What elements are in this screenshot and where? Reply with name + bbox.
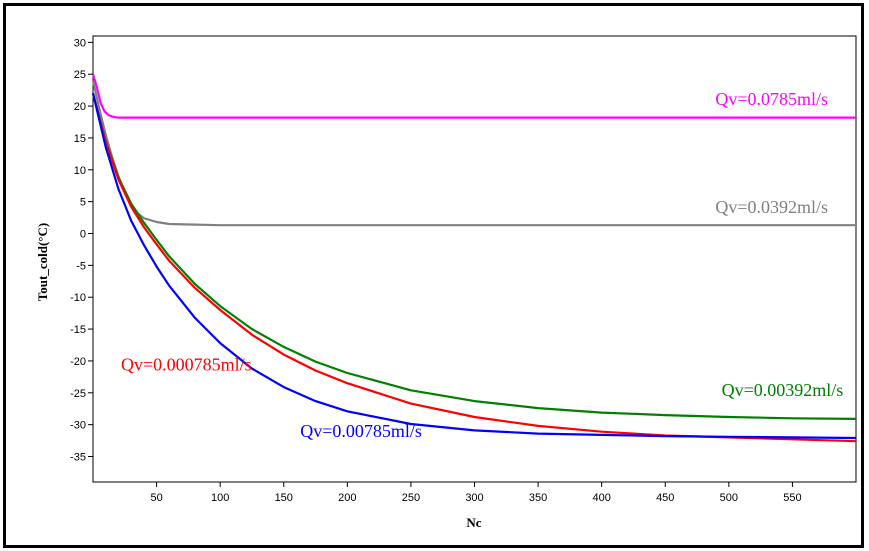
x-tick-label: 50 — [150, 492, 162, 504]
plot-area — [92, 35, 857, 483]
series-line-2 — [91, 93, 857, 420]
series-line-1 — [91, 80, 856, 227]
series-line-4 — [91, 93, 857, 440]
y-tick-label: 15 — [74, 133, 86, 145]
y-tick-label: -30 — [70, 420, 86, 432]
series-label-1: Qv=0.0392ml/s — [715, 197, 828, 217]
series-layer — [91, 73, 857, 443]
y-tick-label: 30 — [74, 37, 86, 49]
x-tick-label: 200 — [338, 492, 356, 504]
y-tick-label: -10 — [70, 292, 86, 304]
y-tick-label: 25 — [74, 69, 86, 81]
y-axis-title: Tout_cold(°C) — [35, 223, 50, 301]
series-label-0: Qv=0.0785ml/s — [715, 89, 828, 109]
y-axis-ticks: 30 25 20 15 10 5 0 -5 -10 -15 -20 -25 -30 -35 — [70, 37, 93, 464]
y-tick-label: -25 — [70, 388, 86, 400]
x-tick-label: 550 — [783, 492, 801, 504]
y-tick-label: -35 — [70, 452, 86, 464]
y-tick-label: 20 — [74, 101, 86, 113]
chart-frame: 30 25 20 15 10 5 0 -5 -10 -15 -20 -25 -30 -35 50 100 15… — [3, 3, 864, 548]
x-tick-label: 400 — [592, 492, 610, 504]
x-tick-label: 100 — [211, 492, 229, 504]
series-label-4: Qv=0.00785ml/s — [300, 421, 422, 441]
series-line-0 — [91, 73, 856, 119]
x-tick-label: 250 — [402, 492, 420, 504]
series-labels: Qv=0.0785ml/s Qv=0.0392ml/s Qv=0.00392ml/s… — [121, 89, 843, 441]
x-tick-label: 300 — [465, 492, 483, 504]
y-tick-label: 5 — [80, 197, 86, 209]
y-tick-label: 0 — [80, 229, 86, 241]
y-tick-label: -15 — [70, 324, 86, 336]
x-axis-ticks: 50 100 150 200 250 300 350 400 450 500 550 — [150, 482, 802, 504]
x-tick-label: 450 — [656, 492, 674, 504]
y-tick-label: 10 — [74, 165, 86, 177]
x-tick-label: 150 — [275, 492, 293, 504]
x-tick-label: 500 — [720, 492, 738, 504]
x-axis-title: Nc — [466, 515, 481, 530]
y-tick-label: -5 — [76, 260, 86, 272]
series-label-3: Qv=0.000785ml/s — [121, 355, 252, 375]
x-tick-label: 350 — [529, 492, 547, 504]
y-tick-label: -20 — [70, 356, 86, 368]
series-label-2: Qv=0.00392ml/s — [722, 380, 844, 400]
series-line-3 — [91, 93, 857, 443]
